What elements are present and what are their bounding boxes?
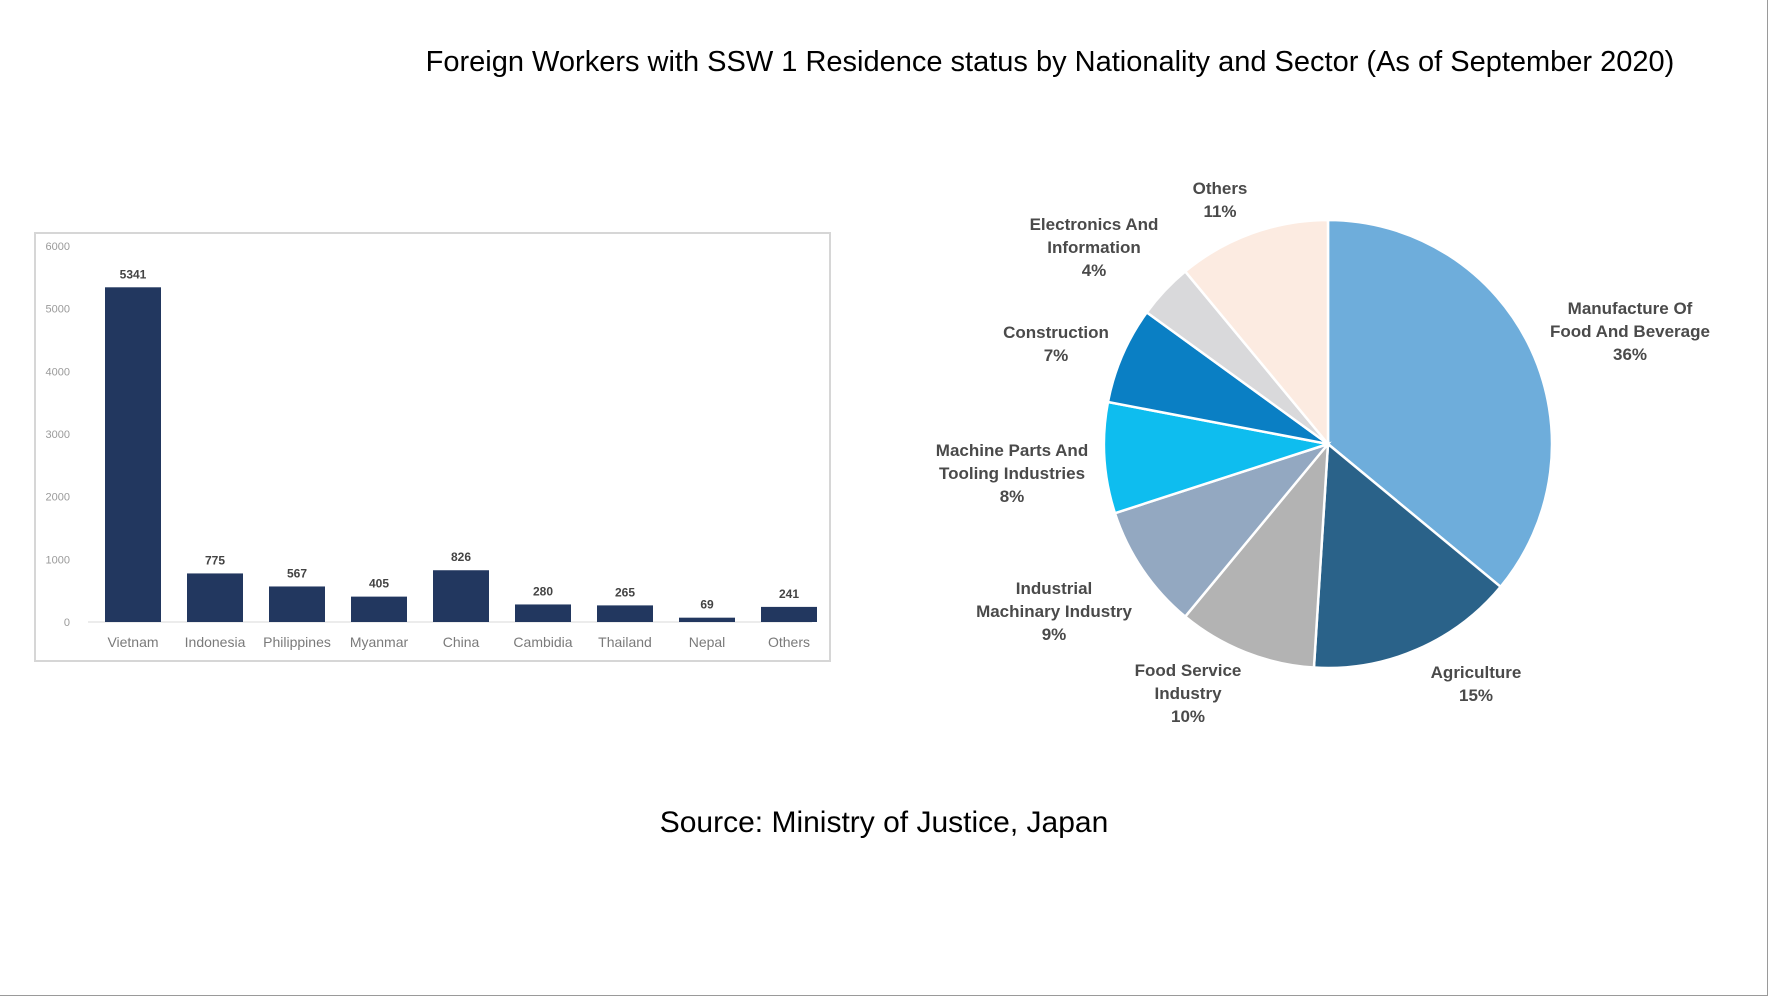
- pie-percent-label: 8%: [1000, 487, 1025, 506]
- y-tick-label: 3000: [46, 429, 70, 441]
- pie-category-label: Machine Parts And: [936, 441, 1088, 460]
- pie-slice: [1312, 441, 1503, 670]
- pie-percent-label: 4%: [1082, 261, 1107, 280]
- pie-category-label: Tooling Industries: [939, 464, 1085, 483]
- pie-category-label: Manufacture Of: [1568, 299, 1693, 318]
- bar: [433, 570, 489, 622]
- pie-slice: [1183, 440, 1330, 669]
- pie-category-label: Electronics And: [1030, 215, 1159, 234]
- bar-value-label: 567: [287, 566, 307, 580]
- bar-value-label: 265: [615, 585, 635, 599]
- x-category-label: China: [443, 634, 480, 650]
- pie-category-label: Information: [1047, 238, 1141, 257]
- bar: [269, 586, 325, 622]
- pie-percent-label: 9%: [1042, 625, 1067, 644]
- y-tick-label: 1000: [46, 554, 70, 566]
- bar-chart: 0 1000 2000 3000 4000 5000 6000 5341 Vietnam 775 I…: [46, 241, 817, 650]
- pie-slice: [1102, 400, 1329, 515]
- pie-percent-label: 11%: [1203, 202, 1236, 221]
- pie-category-label: Machinary Industry: [976, 602, 1132, 621]
- pie-category-label: Food Service: [1135, 661, 1242, 680]
- pie-category-label: Food And Beverage: [1550, 322, 1710, 341]
- pie-percent-label: 10%: [1171, 707, 1205, 726]
- y-tick-label: 5000: [46, 304, 70, 316]
- bar-value-label: 826: [451, 550, 471, 564]
- page-title: Foreign Workers with SSW 1 Residence sta…: [425, 46, 1675, 78]
- bar-value-label: 775: [205, 553, 225, 567]
- x-category-label: Thailand: [598, 634, 652, 650]
- y-tick-label: 6000: [46, 241, 70, 253]
- pie-slice: [1326, 218, 1554, 589]
- pie-percent-label: 7%: [1044, 346, 1069, 365]
- pie-slice: [1113, 441, 1332, 619]
- x-category-label: Cambidia: [513, 634, 572, 650]
- bar-value-label: 5341: [120, 267, 147, 281]
- bar: [597, 605, 653, 622]
- x-category-label: Myanmar: [350, 634, 409, 650]
- bar: [515, 604, 571, 622]
- bar: [105, 287, 161, 622]
- bar: [761, 606, 817, 622]
- pie-category-label: Construction: [1003, 323, 1109, 342]
- y-tick-label: 0: [64, 617, 70, 629]
- pie-category-label: Industrial: [1016, 579, 1093, 598]
- x-category-label: Indonesia: [185, 634, 246, 650]
- pie-category-label: Agriculture: [1431, 663, 1522, 682]
- bar: [679, 617, 735, 622]
- pie-category-label: Others: [1193, 179, 1248, 198]
- y-tick-label: 2000: [46, 492, 70, 504]
- x-category-label: Philippines: [263, 634, 331, 650]
- bar-value-label: 280: [533, 584, 553, 598]
- bar-value-label: 69: [700, 598, 714, 612]
- bar: [187, 573, 243, 622]
- y-tick-label: 4000: [46, 366, 70, 378]
- pie-chart: Manufacture Of Food And Beverage 36% Agricu…: [936, 179, 1710, 726]
- pie-percent-label: 15%: [1459, 686, 1493, 705]
- bar-value-label: 405: [369, 577, 389, 591]
- pie-category-label: Industry: [1154, 684, 1222, 703]
- bar-chart-panel: [34, 232, 831, 662]
- bar-value-label: 241: [779, 587, 799, 601]
- x-category-label: Vietnam: [107, 634, 158, 650]
- x-category-label: Nepal: [689, 634, 726, 650]
- pie-percent-label: 36%: [1613, 345, 1647, 364]
- x-category-label: Others: [768, 634, 810, 650]
- pie-slice: [1183, 218, 1330, 448]
- source-note: Source: Ministry of Justice, Japan: [659, 806, 1109, 839]
- bar: [351, 596, 407, 622]
